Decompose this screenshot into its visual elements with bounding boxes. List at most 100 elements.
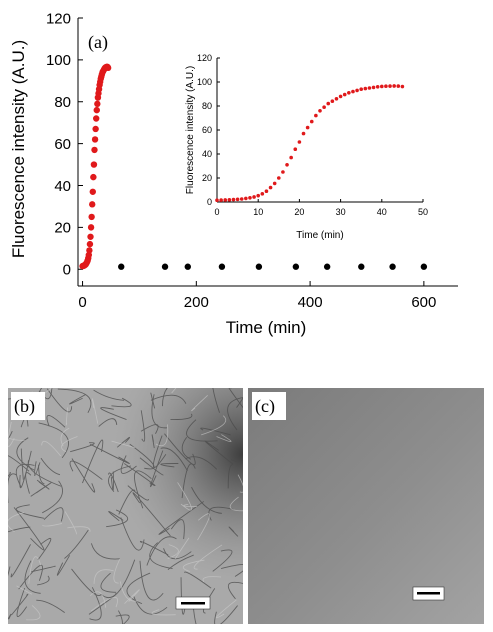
- inset-point-series-0: [260, 192, 265, 196]
- inset-point-series-0: [305, 125, 310, 130]
- inset-point-series-0: [347, 91, 351, 95]
- inset-point-series-0: [326, 101, 331, 106]
- inset-point-series-0: [252, 195, 256, 199]
- inset-y-tick-label: 120: [197, 53, 212, 63]
- inset-point-series-0: [281, 170, 285, 174]
- inset-point-series-0: [363, 86, 368, 91]
- main-point-series-1: [292, 263, 300, 270]
- inset-point-series-0: [301, 131, 306, 136]
- inset-point-series-0: [371, 85, 376, 90]
- inset-point-series-0: [400, 84, 405, 89]
- inset-y-tick-label: 40: [202, 149, 212, 159]
- main-point-series-0: [104, 64, 112, 72]
- inset-y-tick-label: 100: [197, 77, 212, 87]
- inset-point-series-0: [375, 85, 380, 89]
- panel-label-b: (b): [14, 396, 35, 417]
- inset-point-series-0: [268, 185, 273, 190]
- inset-chart: 0 20 40 60 80 100 120 0 10 20 30 40 50 Time (min) F…: [185, 53, 428, 241]
- panel-label-c: (c): [255, 396, 275, 417]
- inset-point-series-0: [334, 97, 339, 101]
- main-point-series-0: [94, 100, 101, 108]
- panel-label-a: (a): [88, 32, 108, 53]
- micrograph-b: (b): [8, 388, 243, 624]
- inset-point-series-0: [330, 99, 335, 103]
- main-y-axis-title: Fluorescence intensity (A.U.): [9, 40, 28, 258]
- inset-point-series-0: [277, 176, 281, 180]
- main-y-tick-label: 40: [54, 178, 71, 195]
- main-point-series-1: [323, 263, 331, 270]
- main-x-tick-label: 400: [298, 294, 323, 311]
- inset-point-series-0: [351, 89, 355, 94]
- micrograph-c: (c): [248, 388, 484, 624]
- inset-x-tick-label: 30: [336, 207, 346, 217]
- inset-y-axis-title: Fluorescence intensity (A.U.): [185, 66, 196, 194]
- inset-y-tick-label: 60: [202, 125, 212, 135]
- inset-x-tick-label: 40: [377, 207, 387, 217]
- main-point-series-0: [90, 161, 98, 168]
- main-point-series-1: [161, 263, 169, 270]
- main-x-tick-label: 200: [184, 294, 209, 311]
- main-y-tick-label: 120: [46, 10, 71, 27]
- main-point-series-1: [255, 263, 263, 270]
- main-y-tick-label: 20: [54, 220, 71, 237]
- inset-point-series-0: [338, 94, 343, 99]
- inset-point-series-0: [314, 113, 318, 118]
- inset-point-series-0: [388, 84, 392, 88]
- main-point-series-0: [87, 224, 95, 231]
- main-y-tick-label: 100: [46, 52, 71, 69]
- inset-point-series-0: [239, 197, 244, 201]
- inset-x-axis-title: Time (min): [296, 230, 343, 241]
- inset-point-series-0: [293, 147, 298, 151]
- inset-point-series-0: [264, 189, 269, 193]
- main-y-tick-label: 60: [54, 136, 71, 153]
- inset-x-tick-label: 50: [418, 207, 428, 217]
- inset-point-series-0: [215, 198, 219, 202]
- main-x-axis-title: Time (min): [226, 318, 307, 337]
- inset-x-tick-label: 20: [294, 207, 304, 217]
- inset-point-series-0: [256, 193, 261, 198]
- inset-point-series-0: [223, 198, 228, 202]
- inset-point-series-0: [219, 198, 223, 202]
- inset-point-series-0: [285, 163, 289, 167]
- main-point-series-0: [93, 115, 100, 122]
- inset-point-series-0: [396, 84, 401, 88]
- inset-point-series-0: [235, 197, 240, 202]
- inset-point-series-0: [380, 84, 384, 89]
- inset-point-series-0: [322, 105, 326, 109]
- main-x-tick-label: 600: [411, 294, 436, 311]
- main-point-series-0: [89, 201, 96, 208]
- inset-point-series-0: [231, 197, 236, 202]
- main-point-series-0: [90, 173, 97, 181]
- main-point-series-1: [118, 263, 125, 270]
- main-point-series-1: [358, 263, 365, 270]
- main-point-series-0: [86, 240, 94, 248]
- inset-point-series-0: [355, 88, 359, 93]
- inset-x-tick-label: 10: [253, 207, 263, 217]
- main-y-tick-label: 0: [63, 262, 71, 279]
- inset-point-series-0: [342, 92, 347, 97]
- main-point-series-1: [218, 263, 226, 270]
- inset-point-series-0: [297, 140, 302, 144]
- inset-point-series-0: [289, 155, 293, 160]
- inset-y-tick-label: 80: [202, 101, 212, 111]
- inset-y-tick-label: 20: [202, 173, 212, 183]
- inset-point-series-0: [309, 119, 314, 124]
- inset-point-series-0: [248, 196, 252, 200]
- main-x-tick-label: 0: [78, 294, 86, 311]
- main-point-series-0: [92, 125, 99, 133]
- inset-point-series-0: [318, 109, 322, 113]
- inset-point-series-0: [392, 84, 396, 88]
- main-point-series-0: [89, 188, 96, 195]
- inset-point-series-0: [227, 198, 232, 202]
- main-point-series-0: [91, 146, 98, 154]
- inset-point-series-0: [244, 196, 248, 201]
- main-point-series-0: [87, 233, 94, 240]
- main-point-series-0: [88, 213, 95, 221]
- main-y-tick-label: 80: [54, 94, 71, 111]
- inset-y-tick-label: 0: [207, 197, 212, 207]
- main-point-series-0: [93, 106, 100, 114]
- main-point-series-0: [91, 136, 99, 143]
- main-point-series-1: [184, 263, 191, 270]
